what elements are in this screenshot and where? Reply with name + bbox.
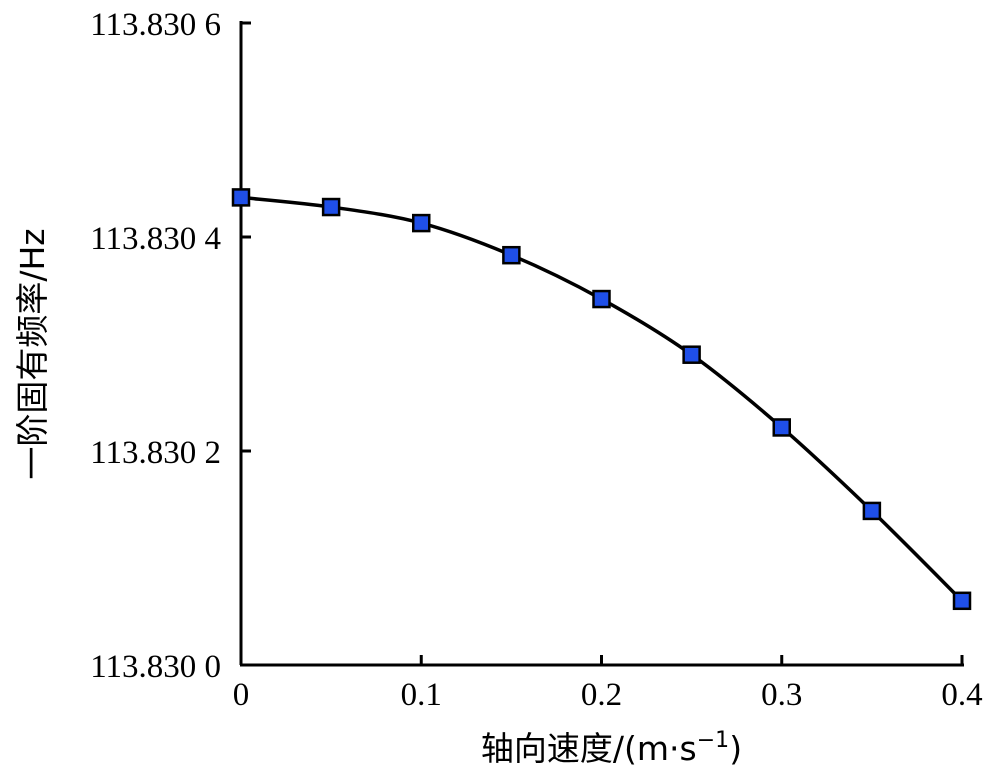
y-ticks: 113.830 0 113.830 2 113.830 4 113.830 6 [90, 7, 251, 685]
data-point-marker [231, 188, 251, 207]
data-point-marker [321, 197, 341, 217]
x-tick-label: 0.2 [581, 677, 622, 713]
data-point-marker [592, 289, 611, 309]
data-point-marker [682, 345, 701, 364]
y-tick-label: 113.830 0 [90, 649, 221, 685]
data-point-marker [412, 213, 431, 233]
y-tick-label: 113.830 2 [90, 435, 221, 471]
x-tick-label: 0.1 [401, 677, 442, 713]
series-group [231, 188, 972, 611]
x-ticks: 0 0.1 0.2 0.3 0.4 [233, 655, 983, 713]
axes [239, 21, 964, 667]
y-axis-title: 一阶固有频率/Hz [13, 228, 52, 479]
y-tick-label: 113.830 6 [90, 7, 221, 43]
y-tick-label: 113.830 4 [90, 221, 221, 257]
data-point-marker [952, 591, 972, 611]
data-point-marker [502, 245, 521, 265]
x-tick-label: 0.3 [761, 677, 802, 713]
data-point-marker [772, 418, 791, 437]
x-tick-label: 0.4 [941, 677, 982, 713]
x-axis-title: 轴向速度/(m·s−1) [481, 728, 742, 768]
x-axis-title-main: 轴向速度/(m·s [481, 729, 697, 768]
data-point-marker [862, 501, 882, 521]
x-axis-title-end: ) [729, 729, 742, 768]
x-axis-title-superscript: −1 [697, 728, 729, 753]
series-line [240, 195, 964, 603]
x-tick-label: 0 [233, 677, 250, 713]
